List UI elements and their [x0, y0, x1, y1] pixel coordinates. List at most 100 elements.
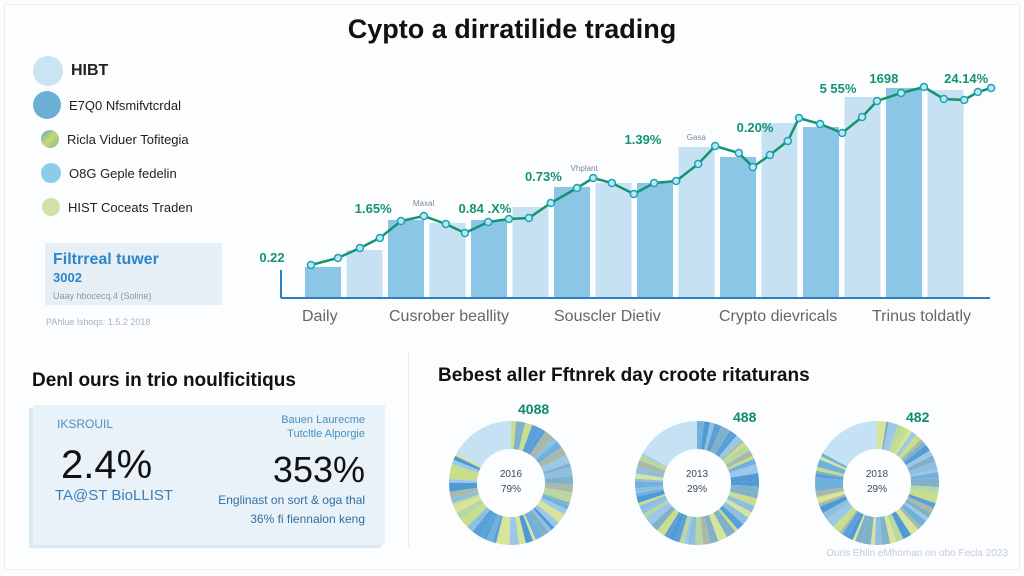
bar	[678, 147, 715, 298]
donut-slice	[639, 454, 667, 471]
donut-slice	[522, 424, 542, 454]
donut-slice	[533, 507, 555, 530]
legend-swatch-icon	[41, 130, 59, 148]
donut-slice	[544, 483, 573, 489]
donut-top-label: 482	[906, 409, 930, 425]
line-point	[734, 148, 744, 158]
donut-slice	[449, 471, 478, 481]
donut-slice	[519, 514, 534, 544]
donut-slice	[730, 481, 760, 487]
bar	[554, 187, 590, 298]
kpi-label-line: Tutcltle Alporgie	[287, 428, 365, 440]
donut-slice	[908, 494, 936, 509]
donut-slice	[716, 432, 737, 457]
line-point	[857, 112, 867, 122]
donut-slice	[544, 475, 573, 485]
donut-slice	[452, 494, 480, 507]
donut-slice	[531, 508, 552, 533]
info-box-note: Uaay hbocecq.4 (Soline)	[53, 291, 152, 301]
donut-slice	[815, 477, 844, 484]
line-point	[959, 95, 969, 105]
footnote: PAhlue lshoqs: 1.5.2 2018	[46, 317, 151, 327]
line-point	[671, 176, 681, 186]
donut-slice	[728, 491, 758, 506]
line-point	[986, 83, 996, 93]
data-label: 0.20%	[737, 120, 774, 135]
bar	[346, 250, 383, 298]
donut-slice	[910, 477, 939, 488]
donut-slice	[718, 508, 738, 532]
line-point	[419, 211, 429, 221]
line-point	[396, 216, 406, 226]
donut-slice	[729, 464, 759, 478]
donut-slice	[636, 490, 665, 503]
line-point	[896, 88, 906, 98]
donut-slice	[884, 515, 897, 544]
donut-slice	[639, 495, 667, 512]
donut-slice	[852, 514, 866, 542]
kpi-caption-line: Englinast on sort & oga thal	[218, 493, 365, 507]
legend: HIBT E7Q0 Nfsmifvtcrdal Ricla Viduer Tof…	[33, 54, 193, 224]
donut-slice	[637, 460, 666, 475]
line-point	[815, 119, 825, 129]
donut-slice	[700, 516, 711, 545]
data-label: 0.73%	[525, 169, 562, 184]
donut-slice	[543, 463, 571, 475]
donut-slice	[725, 450, 753, 469]
donut-slice	[895, 508, 918, 535]
legend-item: HIBT	[33, 54, 193, 88]
donut-slice	[543, 491, 572, 503]
donut-slice	[450, 491, 479, 504]
kpi-card: IKSROUIL 2.4% TA@ST BioLLIST Bauen Laure…	[33, 405, 385, 545]
kpi-value: 2.4%	[61, 443, 153, 487]
data-tag: Gasa	[687, 133, 707, 142]
donut-slice	[642, 420, 697, 467]
line-point	[748, 162, 758, 172]
data-tag: Maxal	[413, 199, 435, 208]
donut-slice	[674, 514, 688, 543]
donut-slice	[842, 511, 861, 538]
donut-slice	[729, 488, 759, 499]
donut-slice	[529, 431, 554, 459]
line-point	[306, 260, 316, 270]
donut-slice	[455, 453, 482, 469]
line-point	[375, 233, 385, 243]
x-label: Souscler Dietiv	[554, 308, 661, 325]
donut-slice	[815, 487, 844, 498]
donut-slice	[543, 488, 573, 499]
donut-slice	[541, 495, 569, 510]
donut-slice	[541, 454, 570, 473]
bar	[720, 157, 756, 298]
donut-slice	[641, 453, 668, 468]
donut-slice	[538, 447, 567, 468]
donut-slice	[903, 502, 929, 522]
donut-slice	[453, 455, 481, 471]
bar	[471, 220, 507, 298]
divider	[408, 352, 409, 547]
line-point	[460, 228, 470, 238]
line-point	[710, 141, 720, 151]
donut-slice	[719, 505, 744, 530]
donut-slice	[449, 482, 478, 492]
donut-slice	[635, 488, 664, 497]
bar	[637, 183, 673, 298]
line-point	[693, 159, 703, 169]
donut-slice	[453, 495, 482, 513]
kpi-label: IKSROUIL	[57, 417, 114, 431]
info-box: Filtrreal tuwer 3002 Uaay hbocecq.4 (Sol…	[45, 243, 222, 305]
legend-swatch-icon	[33, 91, 61, 119]
donut-year: 2016	[499, 469, 523, 480]
x-label: Crypto dievricals	[719, 308, 838, 325]
line-point	[629, 189, 639, 199]
donut-slice	[534, 504, 559, 528]
donut-slice	[635, 478, 664, 483]
donut-slice	[536, 441, 562, 464]
donut-slice	[726, 495, 755, 513]
line-point	[872, 96, 882, 106]
donut-slice	[826, 502, 853, 527]
donut-slice	[695, 516, 704, 545]
donut-slice	[727, 455, 755, 470]
donut-slice	[543, 467, 573, 480]
donut-slice	[910, 471, 939, 480]
